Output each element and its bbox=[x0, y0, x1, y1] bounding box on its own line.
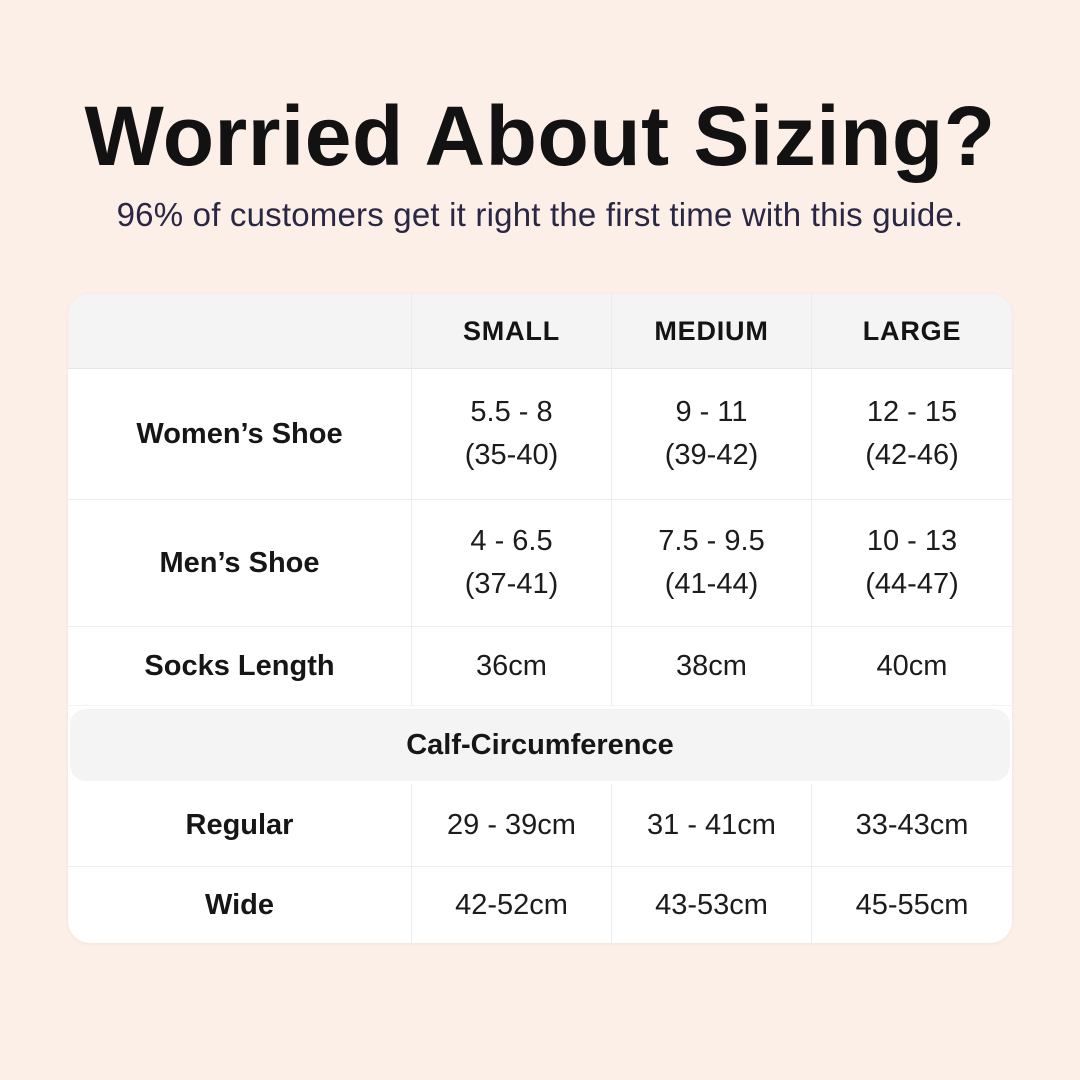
cell-regular-small: 29 - 39cm bbox=[412, 784, 612, 867]
table-header-row: SMALL MEDIUM LARGE bbox=[68, 294, 1012, 370]
page-subtitle: 96% of customers get it right the first … bbox=[116, 196, 964, 234]
table-row-womens-shoe: Women’s Shoe 5.5 - 8 (35-40) 9 - 11 (39-… bbox=[68, 369, 1012, 501]
cell-wide-medium: 43-53cm bbox=[612, 867, 812, 944]
cell-value: 4 - 6.5 bbox=[470, 525, 553, 558]
cell-value: 38cm bbox=[676, 649, 747, 682]
cell-womens-small: 5.5 - 8 (35-40) bbox=[412, 369, 612, 500]
header-cell-empty bbox=[68, 294, 412, 369]
header-cell-large: LARGE bbox=[862, 315, 962, 346]
cell-value: 33-43cm bbox=[855, 808, 969, 841]
cell-value: 40cm bbox=[876, 649, 948, 682]
cell-value: 12 - 15 bbox=[866, 396, 958, 429]
cell-regular-medium: 31 - 41cm bbox=[612, 784, 812, 867]
table-row-regular: Regular 29 - 39cm 31 - 41cm 33-43cm bbox=[68, 784, 1012, 868]
cell-womens-large: 12 - 15 (42-46) bbox=[812, 369, 1012, 499]
table-row-mens-shoe: Men’s Shoe 4 - 6.5 (37-41) 7.5 - 9.5 (41… bbox=[68, 500, 1012, 628]
cell-value: 31 - 41cm bbox=[647, 808, 776, 841]
cell-socks-medium: 38cm bbox=[612, 627, 812, 706]
cell-mens-small: 4 - 6.5 (37-41) bbox=[412, 500, 612, 627]
cell-wide-large: 45-55cm bbox=[812, 867, 1012, 943]
cell-womens-medium: 9 - 11 (39-42) bbox=[612, 369, 812, 500]
cell-value: 43-53cm bbox=[655, 888, 768, 921]
cell-value: 7.5 - 9.5 bbox=[658, 525, 765, 558]
cell-value-eu: (42-46) bbox=[865, 439, 959, 472]
header-cell-small: SMALL bbox=[412, 294, 612, 369]
cell-value: 45-55cm bbox=[855, 888, 969, 921]
cell-socks-small: 36cm bbox=[412, 627, 612, 706]
cell-mens-large: 10 - 13 (44-47) bbox=[812, 500, 1012, 626]
cell-regular-large: 33-43cm bbox=[812, 784, 1012, 866]
cell-value-eu: (44-47) bbox=[865, 568, 959, 601]
page-title: Worried About Sizing? bbox=[84, 89, 996, 183]
row-label: Socks Length bbox=[68, 627, 412, 706]
cell-value-eu: (37-41) bbox=[464, 568, 559, 601]
hero-section: Worried About Sizing? 96% of customers g… bbox=[0, 0, 1080, 234]
cell-socks-large: 40cm bbox=[812, 627, 1012, 705]
cell-value-eu: (41-44) bbox=[664, 568, 759, 601]
cell-value: 42-52cm bbox=[455, 888, 568, 921]
header-cell-medium: MEDIUM bbox=[612, 294, 812, 369]
table-section-calf-circumference: Calf-Circumference bbox=[70, 709, 1010, 782]
cell-value: 10 - 13 bbox=[866, 525, 958, 558]
cell-wide-small: 42-52cm bbox=[412, 867, 612, 944]
row-label: Regular bbox=[68, 784, 412, 867]
cell-value: 36cm bbox=[476, 649, 547, 682]
cell-value-eu: (35-40) bbox=[464, 439, 559, 472]
cell-mens-medium: 7.5 - 9.5 (41-44) bbox=[612, 500, 812, 627]
cell-value: 9 - 11 bbox=[675, 396, 748, 429]
sizing-table: SMALL MEDIUM LARGE Women’s Shoe 5.5 - 8 … bbox=[68, 294, 1012, 944]
row-label: Men’s Shoe bbox=[68, 500, 412, 627]
cell-value: 29 - 39cm bbox=[447, 808, 576, 841]
cell-value-eu: (39-42) bbox=[664, 439, 759, 472]
table-row-wide: Wide 42-52cm 43-53cm 45-55cm bbox=[68, 867, 1012, 944]
row-label: Wide bbox=[68, 867, 412, 944]
cell-value: 5.5 - 8 bbox=[470, 396, 553, 429]
row-label: Women’s Shoe bbox=[68, 369, 412, 500]
table-row-socks-length: Socks Length 36cm 38cm 40cm bbox=[68, 627, 1012, 707]
